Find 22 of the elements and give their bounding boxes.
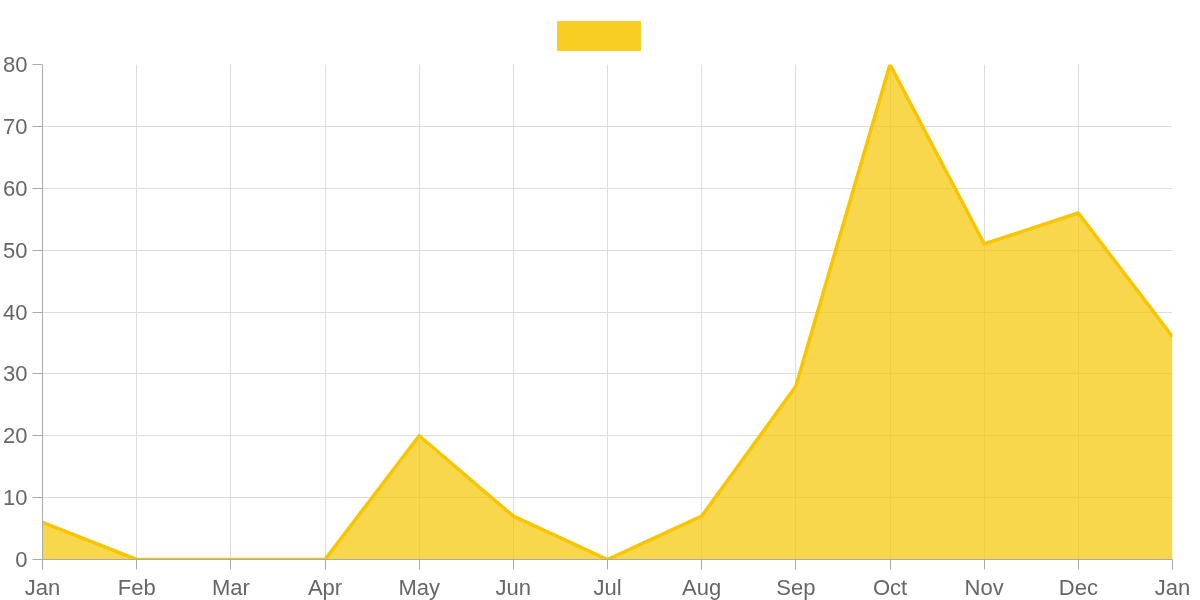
y-tick-label: 70	[3, 113, 28, 139]
x-tick-label: Jan	[24, 574, 61, 600]
y-tick-label: 0	[15, 547, 28, 572]
x-tick-label: Nov	[964, 574, 1004, 600]
x-tick-label: Apr	[307, 574, 343, 600]
y-tick-label: 10	[3, 485, 28, 511]
x-tick-label: Aug	[682, 574, 722, 600]
x-tick-label: Oct	[872, 574, 908, 600]
y-tick-label: 40	[3, 299, 28, 325]
x-tick-label: Dec	[1058, 574, 1098, 600]
y-tick-label: 20	[3, 423, 28, 449]
y-tick-label: 60	[3, 175, 28, 201]
x-tick-label: Mar	[211, 574, 250, 600]
x-tick-label: Jul	[593, 574, 622, 600]
y-tick-label: 30	[3, 361, 28, 387]
x-tick-label: Jun	[495, 574, 532, 600]
x-tick-label: May	[398, 574, 440, 600]
x-tick-label: Jan	[1154, 574, 1191, 600]
y-tick-label: 50	[3, 237, 28, 263]
x-tick-label: Sep	[776, 574, 816, 600]
y-tick-label: 80	[3, 52, 28, 77]
x-tick-label: Feb	[117, 574, 156, 600]
